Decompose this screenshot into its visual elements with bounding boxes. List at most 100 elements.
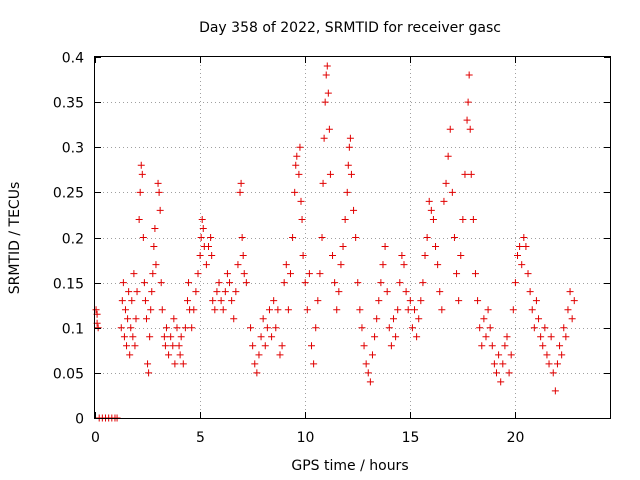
data-point [514,252,522,260]
data-point [280,279,288,287]
data-point [444,152,452,160]
data-point [169,342,177,350]
data-point [505,369,513,377]
data-point [129,333,137,341]
data-point [238,234,246,241]
y-tick-label: 0.2 [62,232,84,248]
data-point [128,297,136,305]
data-point [310,360,318,368]
data-point [276,351,284,359]
data-point [209,297,217,305]
data-point [324,89,332,97]
data-point [293,152,301,160]
data-point [461,170,469,178]
data-point [541,324,549,332]
data-point [188,324,196,332]
data-point [464,98,472,106]
data-point [570,297,578,305]
data-point [551,387,559,395]
data-point [326,170,334,178]
data-point [448,188,456,196]
data-point [360,342,368,350]
data-point [556,342,564,350]
data-point [478,342,486,350]
data-point [148,288,156,296]
data-point [176,351,184,359]
data-point [213,288,221,296]
data-point [560,324,568,332]
data-point [120,333,128,341]
data-point [413,333,421,341]
data-point [234,261,242,269]
data-point [404,306,412,314]
data-point [417,297,425,305]
data-point [226,279,234,287]
data-point [181,324,189,332]
data-point [135,215,143,223]
data-point [442,179,450,187]
data-point [528,306,536,314]
data-point [507,351,515,359]
y-tick-label: 0.25 [53,186,84,202]
axis-ticks [95,57,610,419]
data-point [253,369,261,377]
data-point [272,324,280,332]
data-point [236,188,244,196]
data-point [381,243,389,251]
y-tick-label: 0.15 [53,277,84,293]
data-point [268,333,276,341]
data-point [123,342,131,350]
data-point [308,342,316,350]
data-point [490,360,498,368]
data-point [223,270,231,278]
data-point [137,161,145,169]
data-point [343,188,351,196]
data-point [132,315,140,323]
data-point [146,333,154,341]
data-point [297,197,305,205]
data-point [459,215,467,223]
data-point [471,270,479,278]
data-point [482,333,490,341]
data-point [497,378,505,386]
data-point [524,270,532,278]
data-point [429,215,437,223]
data-point [237,179,245,187]
x-axis-label: GPS time / hours [291,458,408,474]
data-point [476,324,484,332]
data-point [179,360,187,368]
data-point [558,351,566,359]
data-point [325,125,333,133]
data-point [516,243,524,251]
data-point [208,252,216,260]
data-point [170,315,178,323]
data-point [171,360,179,368]
data-point [545,360,553,368]
data-point [149,270,157,278]
data-point [379,261,387,269]
x-tick-label: 0 [91,430,100,446]
data-point [440,197,448,205]
data-point [303,306,311,314]
x-tick-label: 20 [507,430,525,446]
data-point [320,134,328,142]
data-point [274,306,282,314]
data-point [185,279,193,287]
data-point [94,324,102,332]
data-point [263,324,271,332]
data-point [118,297,126,305]
data-point [520,234,528,241]
data-point [411,306,419,314]
data-point [526,288,534,296]
data-point [130,270,138,278]
data-point [259,315,267,323]
data-point [539,342,547,350]
data-point [438,306,446,314]
data-point [316,270,324,278]
data-point [427,206,435,214]
data-point [392,333,400,341]
data-point [329,252,337,260]
data-point [154,179,162,187]
data-point [345,143,353,151]
data-point [255,351,263,359]
